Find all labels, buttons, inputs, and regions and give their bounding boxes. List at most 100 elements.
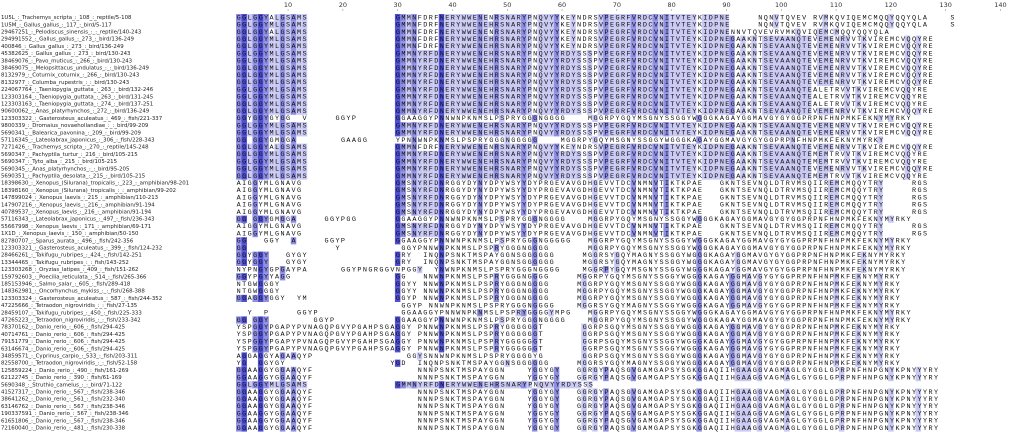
conservation-shade [394,179,401,187]
conservation-shade [279,114,286,122]
conservation-shade [241,57,247,65]
sequence-residues: GG GGY A GGYP GGAAGGYPNNWNPKNMSLPSPRYGGG… [237,238,911,246]
conservation-shade [438,222,445,230]
conservation-shade [548,158,554,166]
sequence-row: 47225666_:_Tetraodon_nigroviridis_:_:_fi… [1,302,900,310]
conservation-shade [290,35,297,43]
conservation-shade [405,129,412,137]
conservation-shade [888,410,894,418]
conservation-shade [647,14,653,22]
conservation-shade [268,50,275,58]
conservation-shade [427,381,434,389]
conservation-shade [784,402,790,410]
conservation-shade [592,179,598,187]
conservation-shade [636,35,642,43]
conservation-shade [438,345,445,353]
conservation-shade [553,172,560,180]
conservation-shade [630,21,637,29]
conservation-shade [784,129,790,137]
conservation-shade [888,417,894,425]
conservation-shade [290,417,297,425]
conservation-shade [236,78,242,86]
conservation-shade [422,107,428,115]
conservation-shade [236,42,242,50]
conservation-shade [252,201,258,209]
sequence-residues: YG GGYGY YGD INQNPSNKTMSPAYGGNSGGGGGG MG… [237,360,900,368]
conservation-shade [466,21,472,29]
conservation-shade [745,345,752,353]
conservation-shade [510,28,516,36]
conservation-shade [263,57,269,65]
conservation-shade [712,107,719,115]
conservation-shade [723,93,730,101]
conservation-shade [723,143,730,151]
conservation-shade [438,230,445,238]
conservation-shade [246,57,253,65]
conservation-shade [290,71,297,79]
conservation-shade [400,230,406,238]
conservation-shade [460,129,467,137]
conservation-shade [405,93,412,101]
conservation-shade [592,237,598,245]
conservation-shade [301,14,308,22]
conservation-shade [855,273,861,281]
conservation-shade [581,359,587,367]
sequence-name: 57116345_:_Lateolabrax_japonicus_:_306_:… [1,138,155,144]
conservation-shade [471,143,478,151]
conservation-shade [236,251,242,259]
conservation-shade [663,194,669,202]
conservation-shade [701,57,708,65]
conservation-shade [285,42,291,50]
conservation-shade [268,57,275,65]
conservation-shade [668,42,675,50]
conservation-shade [515,35,521,43]
conservation-shade [860,78,867,86]
conservation-shade [888,237,894,245]
conservation-shade [236,158,242,166]
conservation-shade [575,172,582,180]
conservation-shade [614,35,620,43]
conservation-shade [493,78,500,86]
conservation-shade [526,122,532,130]
conservation-shade [394,201,401,209]
conservation-shade [592,410,598,418]
conservation-shade [493,158,500,166]
conservation-shade [581,338,587,346]
conservation-shade [548,35,554,43]
conservation-shade [586,71,593,79]
conservation-shade [767,71,774,79]
conservation-shade [619,21,626,29]
sequence-residues: GGLGGYMLGSAMS GMMNYRFDNERYWWENEHRSNARYPN… [237,130,933,138]
conservation-shade [515,21,521,29]
conservation-shade [400,100,406,108]
conservation-shade [455,64,461,72]
conservation-shade [422,179,428,187]
conservation-shade [734,366,741,374]
conservation-shade [674,14,680,22]
conservation-shade [515,71,521,79]
conservation-shade [729,338,735,346]
conservation-shade [575,129,582,137]
conservation-shade [800,165,806,173]
conservation-shade [296,143,302,151]
conservation-shade [696,366,702,374]
conservation-shade [756,366,763,374]
conservation-shade [608,21,615,29]
conservation-shade [575,158,582,166]
conservation-shade [433,78,439,86]
conservation-shade [751,129,757,137]
conservation-shade [274,150,280,158]
conservation-shade [630,374,637,382]
conservation-shade [394,186,401,194]
conservation-shade [668,57,675,65]
conservation-shade [438,258,445,266]
conservation-shade [427,201,434,209]
conservation-shade [860,107,867,115]
conservation-shade [816,129,823,137]
conservation-shade [411,208,417,216]
conservation-shade [844,42,850,50]
conservation-shade [257,100,264,108]
conservation-shade [455,100,461,108]
conservation-shade [679,93,686,101]
conservation-shade [663,165,669,173]
